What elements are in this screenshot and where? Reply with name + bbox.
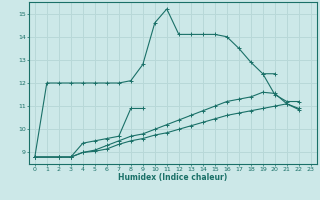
- X-axis label: Humidex (Indice chaleur): Humidex (Indice chaleur): [118, 173, 228, 182]
